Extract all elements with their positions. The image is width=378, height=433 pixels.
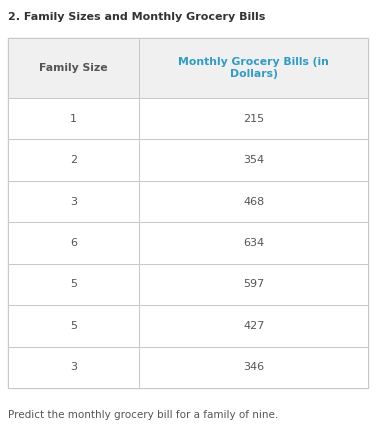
Text: 5: 5 — [70, 321, 77, 331]
Text: 3: 3 — [70, 362, 77, 372]
Bar — [8, 264, 139, 305]
Bar — [8, 38, 368, 388]
Bar — [8, 181, 139, 222]
Bar — [8, 346, 139, 388]
Bar — [139, 38, 368, 98]
Bar — [8, 222, 139, 264]
Text: 5: 5 — [70, 279, 77, 289]
Bar — [139, 222, 368, 264]
Text: Family Size: Family Size — [39, 63, 108, 73]
Bar — [139, 98, 368, 139]
Text: 3: 3 — [70, 197, 77, 207]
Text: 346: 346 — [243, 362, 264, 372]
Text: 1: 1 — [70, 114, 77, 124]
Text: 427: 427 — [243, 321, 264, 331]
Text: 6: 6 — [70, 238, 77, 248]
Bar — [139, 346, 368, 388]
Text: Predict the monthly grocery bill for a family of nine.: Predict the monthly grocery bill for a f… — [8, 410, 278, 420]
Bar — [8, 305, 139, 346]
Bar — [139, 305, 368, 346]
Text: 2. Family Sizes and Monthly Grocery Bills: 2. Family Sizes and Monthly Grocery Bill… — [8, 12, 265, 22]
Bar — [8, 98, 139, 139]
Text: 215: 215 — [243, 114, 264, 124]
Text: 2: 2 — [70, 155, 77, 165]
Text: Monthly Grocery Bills (in
Dollars): Monthly Grocery Bills (in Dollars) — [178, 57, 329, 79]
Bar — [139, 181, 368, 222]
Text: 354: 354 — [243, 155, 264, 165]
Text: 468: 468 — [243, 197, 264, 207]
Text: 597: 597 — [243, 279, 264, 289]
Bar — [139, 264, 368, 305]
Bar — [139, 139, 368, 181]
Bar — [8, 139, 139, 181]
Bar — [8, 38, 139, 98]
Text: 634: 634 — [243, 238, 264, 248]
